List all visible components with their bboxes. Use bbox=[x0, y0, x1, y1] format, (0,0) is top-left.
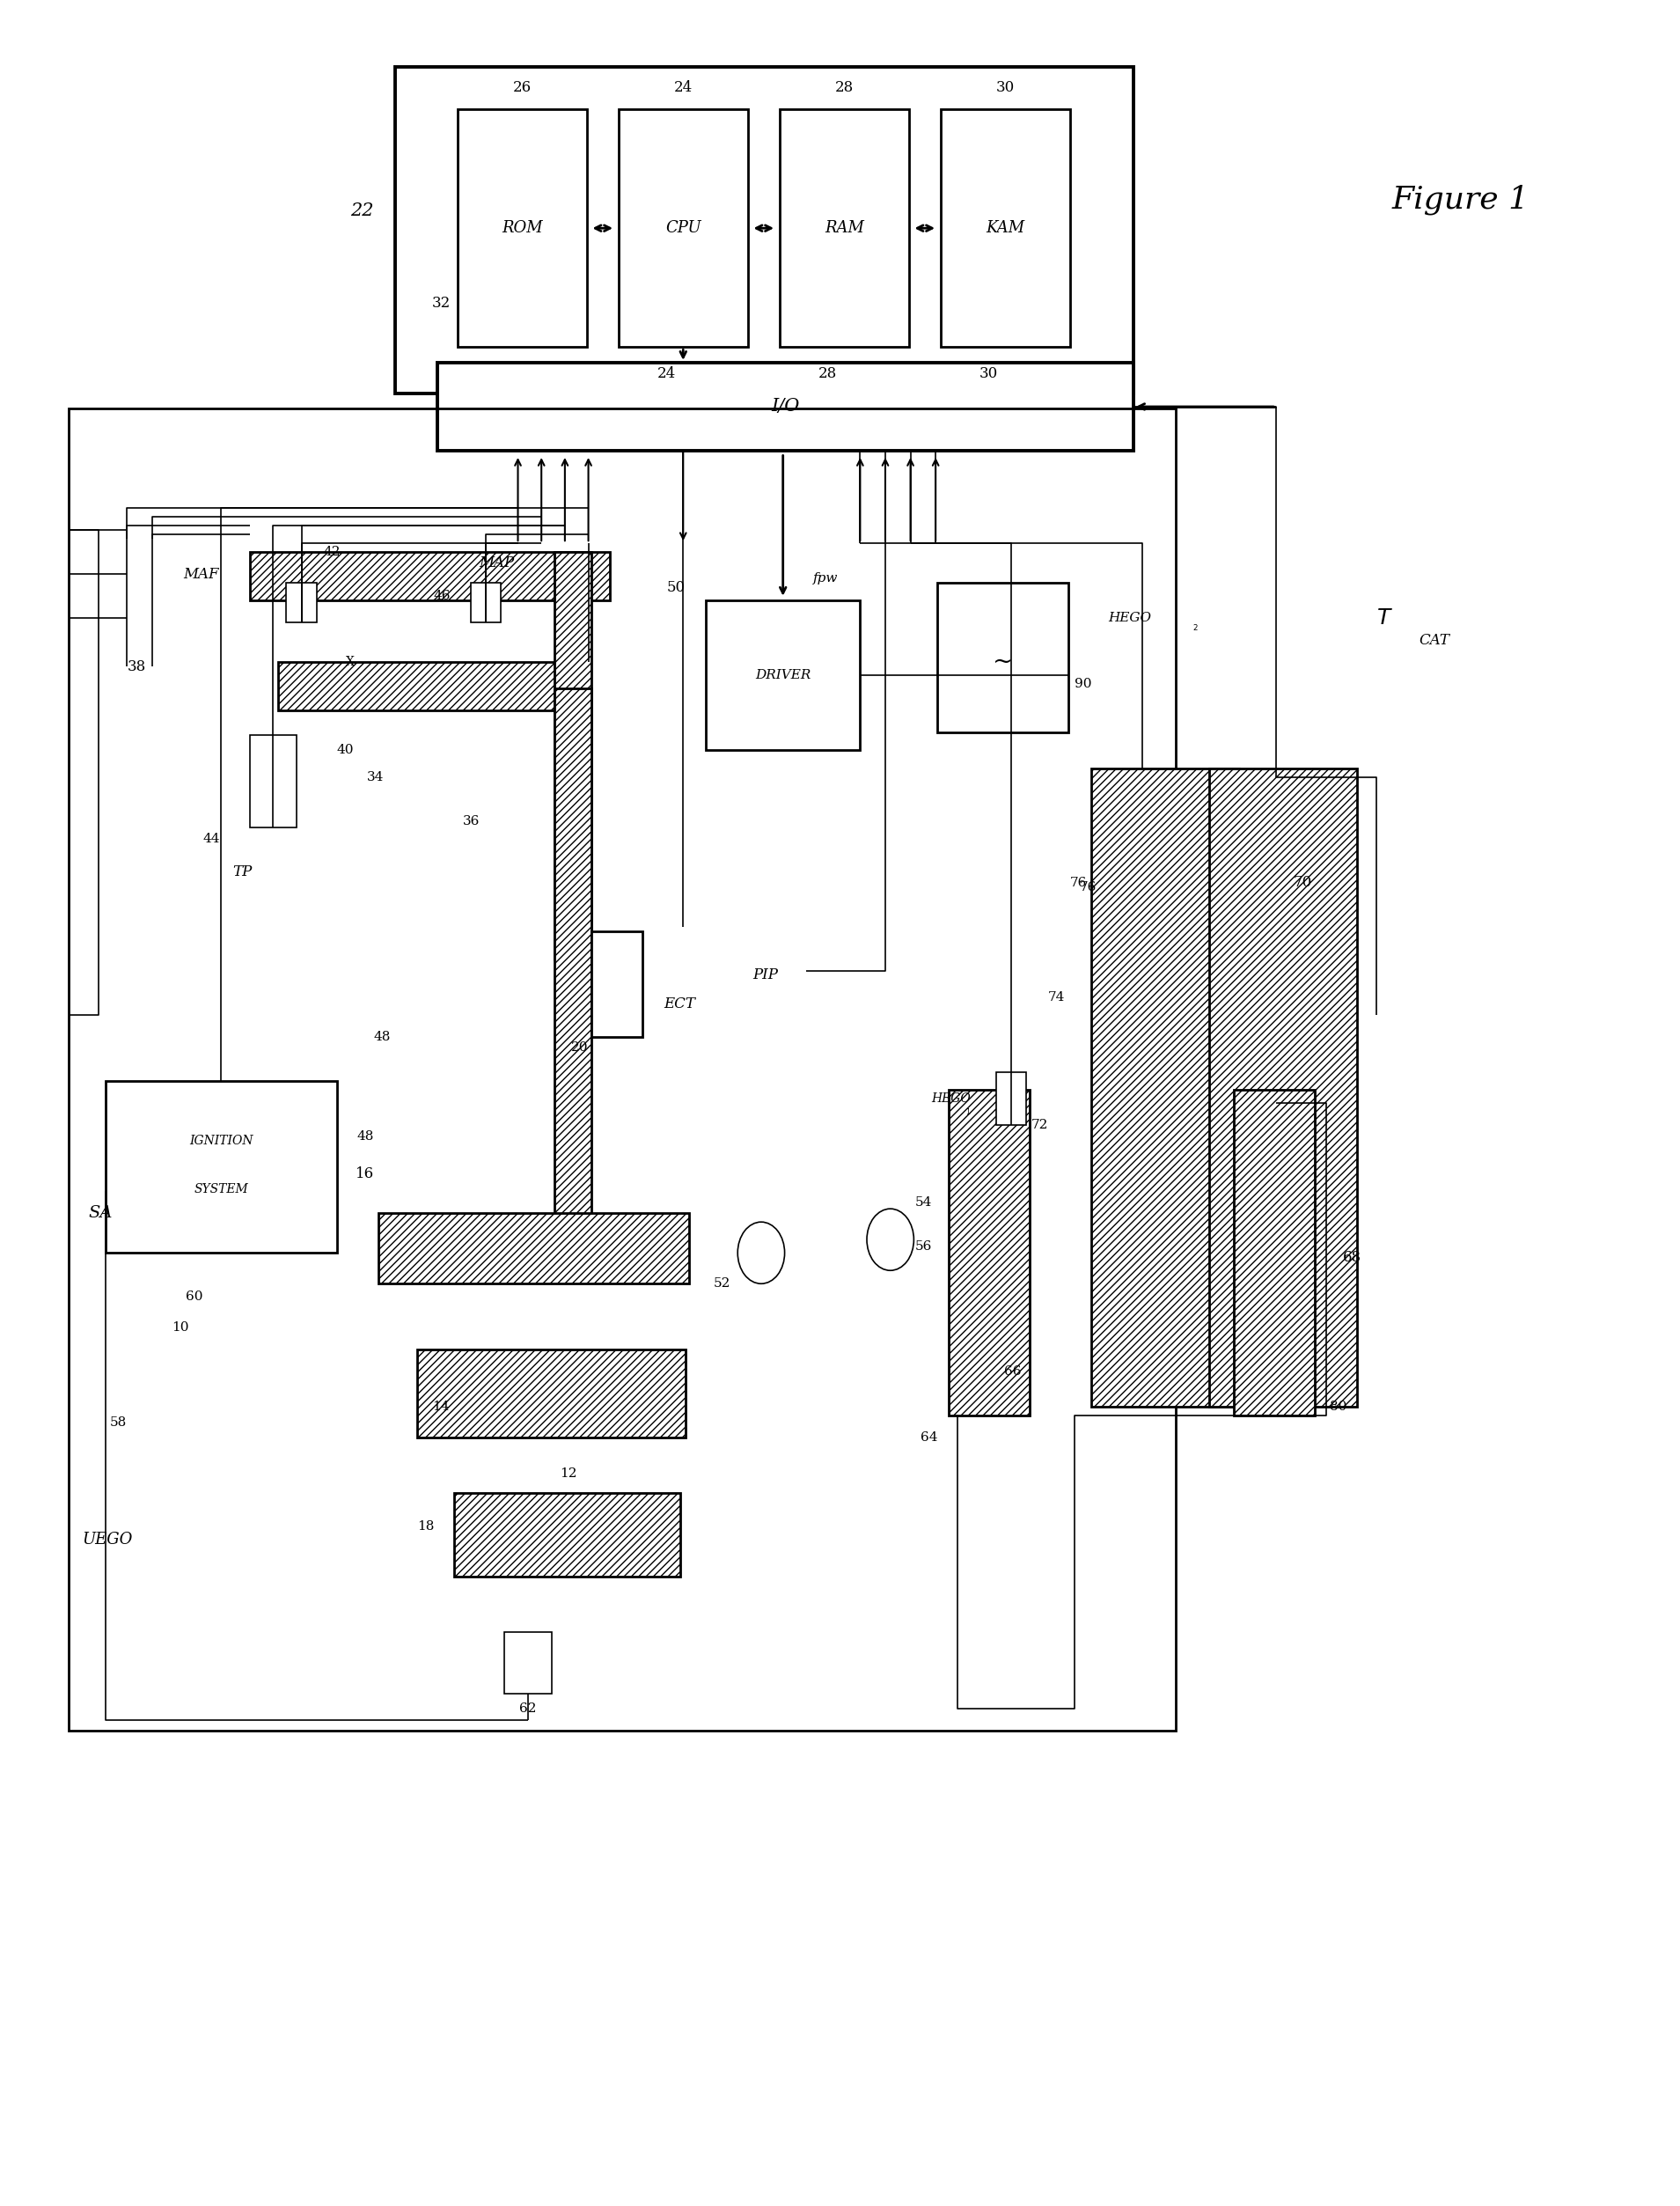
Text: 38: 38 bbox=[128, 660, 146, 675]
Bar bbox=[277, 662, 588, 710]
Text: $_1$: $_1$ bbox=[966, 1107, 971, 1118]
Bar bbox=[470, 582, 501, 622]
Text: fpw: fpw bbox=[813, 571, 838, 585]
Text: 22: 22 bbox=[351, 203, 373, 218]
Text: 70: 70 bbox=[1294, 876, 1312, 891]
Bar bbox=[454, 1493, 680, 1577]
Bar bbox=[706, 600, 860, 750]
Text: 24: 24 bbox=[674, 79, 692, 95]
Circle shape bbox=[867, 1209, 914, 1271]
Bar bbox=[1092, 768, 1240, 1407]
Text: 36: 36 bbox=[462, 814, 479, 827]
Bar bbox=[250, 552, 610, 600]
Text: 64: 64 bbox=[921, 1432, 937, 1445]
Text: 52: 52 bbox=[714, 1277, 731, 1291]
Text: 48: 48 bbox=[356, 1129, 373, 1143]
Text: 50: 50 bbox=[667, 580, 685, 596]
Text: 24: 24 bbox=[657, 366, 675, 382]
Text: KAM: KAM bbox=[986, 221, 1025, 236]
Text: $_2$: $_2$ bbox=[1193, 622, 1198, 633]
Text: $T$: $T$ bbox=[1378, 609, 1393, 629]
Bar bbox=[618, 108, 748, 346]
Text: HEGO: HEGO bbox=[931, 1092, 971, 1105]
Text: 20: 20 bbox=[571, 1041, 588, 1054]
Bar bbox=[504, 1632, 551, 1694]
Bar bbox=[457, 108, 586, 346]
Text: 12: 12 bbox=[559, 1467, 576, 1480]
Bar bbox=[1210, 768, 1357, 1407]
Text: 46: 46 bbox=[433, 589, 450, 602]
Bar bbox=[949, 1090, 1030, 1416]
Bar bbox=[554, 552, 591, 960]
Text: DRIVER: DRIVER bbox=[754, 668, 811, 682]
Bar bbox=[941, 108, 1070, 346]
Bar bbox=[1235, 1090, 1315, 1416]
Bar bbox=[106, 1081, 336, 1253]
Text: UEGO: UEGO bbox=[82, 1531, 133, 1546]
Bar bbox=[554, 688, 591, 1257]
Text: 66: 66 bbox=[1005, 1366, 1021, 1379]
Bar bbox=[591, 931, 642, 1037]
Text: 54: 54 bbox=[916, 1196, 932, 1209]
Text: 74: 74 bbox=[1048, 990, 1065, 1004]
Text: 72: 72 bbox=[1032, 1118, 1048, 1132]
Bar bbox=[395, 68, 1134, 393]
Text: 16: 16 bbox=[354, 1167, 373, 1180]
Text: 80: 80 bbox=[1331, 1401, 1347, 1414]
Text: CPU: CPU bbox=[665, 221, 701, 236]
Text: 58: 58 bbox=[111, 1416, 128, 1429]
Text: 34: 34 bbox=[366, 770, 385, 783]
Bar bbox=[437, 362, 1134, 450]
Text: X: X bbox=[346, 655, 354, 668]
Bar bbox=[417, 1350, 685, 1438]
Text: 42: 42 bbox=[323, 545, 341, 558]
Text: I/O: I/O bbox=[771, 399, 800, 415]
Text: 40: 40 bbox=[336, 743, 354, 757]
Text: 48: 48 bbox=[373, 1030, 390, 1043]
Text: Figure 1: Figure 1 bbox=[1393, 185, 1529, 214]
Bar bbox=[780, 108, 909, 346]
Circle shape bbox=[738, 1222, 785, 1284]
Bar bbox=[250, 735, 296, 827]
Text: IGNITION: IGNITION bbox=[190, 1134, 254, 1147]
Text: HEGO: HEGO bbox=[1109, 611, 1151, 624]
Text: 68: 68 bbox=[1344, 1251, 1362, 1264]
Text: RAM: RAM bbox=[825, 221, 864, 236]
Text: CAT: CAT bbox=[1418, 633, 1450, 649]
Text: MAP: MAP bbox=[479, 556, 514, 571]
Text: TP: TP bbox=[234, 865, 252, 880]
Text: SYSTEM: SYSTEM bbox=[193, 1182, 249, 1196]
Text: 44: 44 bbox=[203, 832, 220, 845]
Text: 14: 14 bbox=[432, 1401, 449, 1414]
Text: 18: 18 bbox=[417, 1520, 433, 1533]
Text: 30: 30 bbox=[996, 79, 1015, 95]
Text: 60: 60 bbox=[185, 1291, 203, 1304]
Text: 26: 26 bbox=[512, 79, 531, 95]
Text: ROM: ROM bbox=[502, 221, 543, 236]
Text: MAF: MAF bbox=[183, 567, 220, 582]
Text: PIP: PIP bbox=[753, 968, 778, 982]
Text: 56: 56 bbox=[916, 1240, 932, 1253]
Text: 28: 28 bbox=[835, 79, 853, 95]
Text: ECT: ECT bbox=[664, 997, 696, 1010]
Bar bbox=[69, 408, 1176, 1732]
Text: 62: 62 bbox=[519, 1703, 536, 1714]
Bar bbox=[286, 582, 316, 622]
Text: 30: 30 bbox=[979, 366, 998, 382]
Text: 28: 28 bbox=[818, 366, 837, 382]
Text: 32: 32 bbox=[432, 296, 450, 311]
Bar bbox=[378, 1213, 689, 1284]
Text: ~: ~ bbox=[993, 651, 1013, 675]
Bar bbox=[937, 582, 1068, 732]
Text: 76: 76 bbox=[1080, 880, 1097, 893]
Text: 10: 10 bbox=[171, 1321, 190, 1335]
Text: SA: SA bbox=[89, 1204, 113, 1222]
Bar bbox=[996, 1072, 1026, 1125]
Text: 76: 76 bbox=[1070, 876, 1087, 889]
Text: 90: 90 bbox=[1075, 677, 1092, 690]
